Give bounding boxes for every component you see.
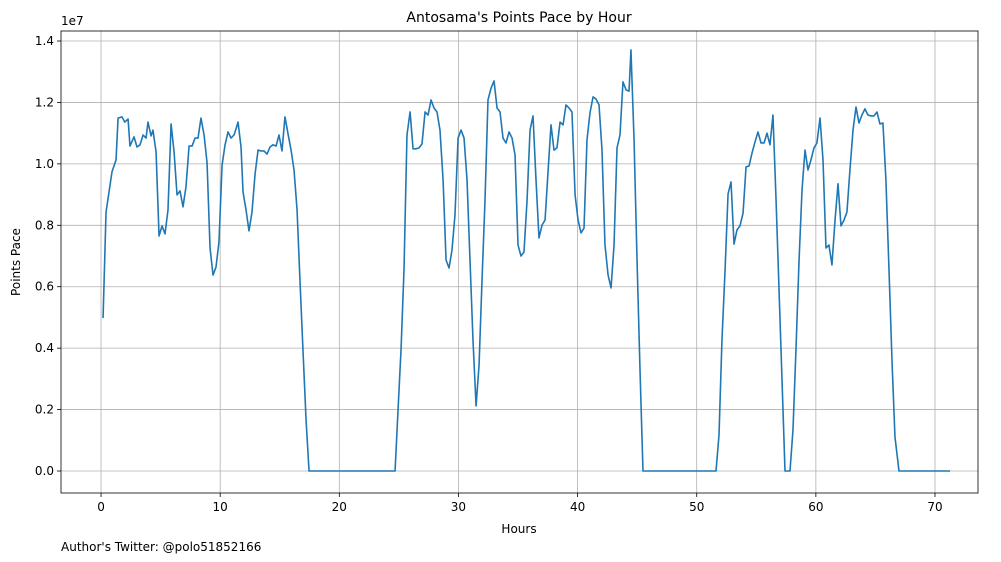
y-tick-label: 0.2 — [35, 403, 54, 417]
y-tick-label: 1.2 — [35, 95, 54, 109]
x-tick-label: 20 — [332, 500, 347, 514]
x-tick-label: 50 — [689, 500, 704, 514]
plot-frame — [60, 30, 979, 494]
y-tick-label: 1.4 — [35, 34, 54, 48]
y-tick-label: 0.0 — [35, 464, 54, 478]
footer: Author's Twitter: @polo51852166 — [61, 540, 261, 554]
y-axis-label: Points Pace — [9, 228, 23, 296]
y-tick-label: 0.4 — [35, 341, 54, 355]
data-line — [102, 49, 950, 472]
y-tick-label: 0.6 — [35, 280, 54, 294]
y-offset-label: 1e7 — [61, 14, 84, 28]
y-tick-label: 0.8 — [35, 218, 54, 232]
x-tick-label: 70 — [927, 500, 942, 514]
x-tick-label: 40 — [570, 500, 585, 514]
x-tick-label: 10 — [213, 500, 228, 514]
x-axis-label: Hours — [501, 522, 536, 536]
y-tick-label: 1.0 — [35, 157, 54, 171]
x-tick-label: 30 — [451, 500, 466, 514]
x-tick-label: 0 — [97, 500, 105, 514]
chart-title: Antosama's Points Pace by Hour — [406, 10, 631, 26]
x-tick-label: 60 — [808, 500, 823, 514]
